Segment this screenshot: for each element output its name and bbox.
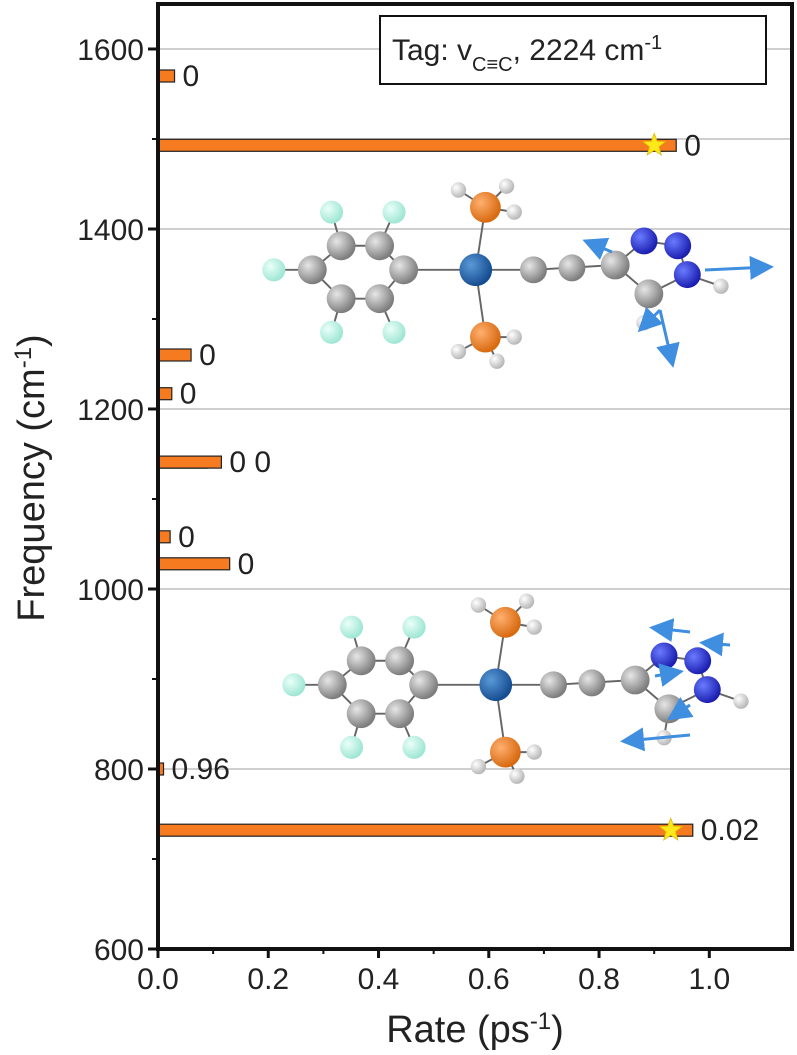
bar-value-label: 0 0 bbox=[229, 446, 271, 479]
star-marker bbox=[641, 132, 667, 156]
vibration-arrow bbox=[699, 632, 731, 657]
legend-text-sup: -1 bbox=[644, 32, 662, 54]
bar bbox=[157, 348, 192, 362]
bar-value-label: 0 bbox=[178, 521, 195, 554]
y-axis-title-sup: -1 bbox=[10, 347, 37, 368]
bar-value-label: 0 bbox=[238, 548, 255, 581]
bar bbox=[157, 455, 223, 469]
bar-value-label: 0 bbox=[183, 60, 200, 93]
y-tick-label: 600 bbox=[94, 934, 144, 967]
y-tick-label: 1400 bbox=[77, 214, 144, 247]
legend-text-sub: C≡C bbox=[472, 54, 513, 76]
bar-value-label: 0 bbox=[684, 129, 701, 162]
vibration-arrows-upper bbox=[582, 237, 774, 368]
legend-text: Tag: vC≡C, 2224 cm-1 bbox=[392, 32, 662, 76]
legend-box: Tag: vC≡C, 2224 cm-1 bbox=[379, 15, 767, 85]
x-tick-label: 0.4 bbox=[358, 963, 400, 996]
y-tick-label: 1200 bbox=[77, 394, 144, 427]
x-tick-label: 0.6 bbox=[468, 963, 510, 996]
bar bbox=[157, 557, 231, 571]
bar-value-label: 0 bbox=[199, 339, 216, 372]
bar-value-label: 0.96 bbox=[172, 753, 230, 786]
vibration-arrow bbox=[704, 255, 774, 280]
bar bbox=[157, 387, 173, 401]
vibration-arrow bbox=[582, 237, 613, 260]
y-tick-label: 1000 bbox=[77, 574, 144, 607]
x-axis-ticks: 0.0 0.2 0.4 0.6 0.8 1.0 bbox=[137, 949, 730, 996]
stars bbox=[641, 132, 684, 841]
vibration-arrow bbox=[667, 697, 694, 721]
bar-value-label: 0.02 bbox=[701, 814, 759, 847]
bar-value-label: 0 bbox=[180, 378, 197, 411]
x-tick-label: 0.0 bbox=[137, 963, 179, 996]
legend-text-main: Tag: v bbox=[392, 34, 472, 67]
x-axis-title-sup: -1 bbox=[530, 1008, 551, 1035]
x-axis-title-end: ) bbox=[551, 1009, 564, 1051]
y-axis-title-end: ) bbox=[11, 334, 53, 347]
y-axis-ticks: 600 800 1000 1200 1400 1600 bbox=[77, 34, 158, 967]
y-tick-label: 800 bbox=[94, 754, 144, 787]
legend-frame bbox=[379, 15, 767, 85]
x-tick-label: 0.2 bbox=[247, 963, 289, 996]
bar bbox=[157, 138, 677, 152]
legend-text-cont: , 2224 cm bbox=[513, 34, 645, 67]
x-axis-title-main: Rate (ps bbox=[386, 1009, 530, 1051]
x-tick-label: 0.8 bbox=[578, 963, 620, 996]
bar bbox=[157, 69, 176, 83]
y-axis-title: Frequency (cm-1) bbox=[10, 334, 54, 621]
bar bbox=[157, 823, 694, 837]
x-tick-label: 1.0 bbox=[688, 963, 730, 996]
y-tick-label: 1600 bbox=[77, 34, 144, 67]
vibration-arrow bbox=[649, 618, 691, 642]
plot-frame bbox=[156, 2, 794, 951]
vibration-arrow bbox=[654, 663, 684, 687]
star-marker bbox=[658, 817, 684, 841]
vibration-arrow bbox=[637, 306, 664, 333]
y-axis-title-main: Frequency (cm bbox=[11, 368, 53, 621]
x-axis-title: Rate (ps-1) bbox=[386, 1008, 564, 1052]
vibration-arrows-lower bbox=[620, 618, 731, 752]
vibration-arrow bbox=[620, 727, 691, 752]
